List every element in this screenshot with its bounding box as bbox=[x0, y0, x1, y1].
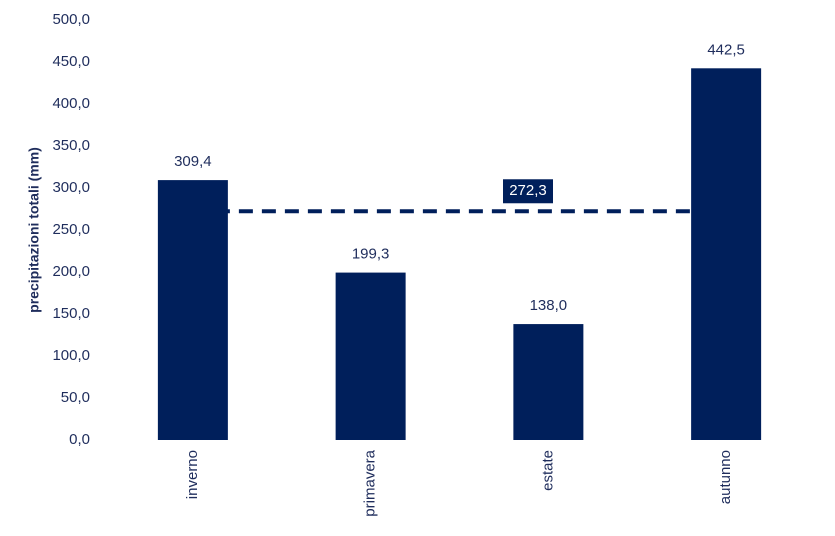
value-label: 442,5 bbox=[707, 41, 745, 58]
y-tick-label: 100,0 bbox=[52, 347, 90, 364]
y-tick-label: 400,0 bbox=[52, 95, 90, 112]
y-tick-label: 0,0 bbox=[69, 431, 90, 448]
y-tick-label: 200,0 bbox=[52, 263, 90, 280]
y-tick-label: 350,0 bbox=[52, 137, 90, 154]
y-tick-label: 300,0 bbox=[52, 179, 90, 196]
x-tick-label: autunno bbox=[717, 450, 734, 504]
y-tick-label: 150,0 bbox=[52, 305, 90, 322]
x-tick-label: inverno bbox=[184, 450, 201, 499]
x-tick-label: estate bbox=[539, 450, 556, 491]
value-label: 138,0 bbox=[530, 297, 568, 314]
reference-label: 272,3 bbox=[509, 182, 547, 199]
y-tick-label: 500,0 bbox=[52, 11, 90, 28]
bar bbox=[157, 180, 228, 440]
x-tick-label: primavera bbox=[362, 449, 379, 516]
y-tick-label: 250,0 bbox=[52, 221, 90, 238]
bar bbox=[335, 272, 406, 440]
reference-label-box bbox=[503, 179, 553, 204]
value-label: 199,3 bbox=[352, 246, 390, 263]
bar bbox=[691, 68, 762, 441]
y-tick-label: 50,0 bbox=[61, 389, 90, 406]
y-axis-title: precipitazioni totali (mm) bbox=[26, 147, 42, 313]
value-label: 309,4 bbox=[174, 153, 212, 170]
bar bbox=[513, 324, 584, 440]
y-tick-label: 450,0 bbox=[52, 53, 90, 70]
